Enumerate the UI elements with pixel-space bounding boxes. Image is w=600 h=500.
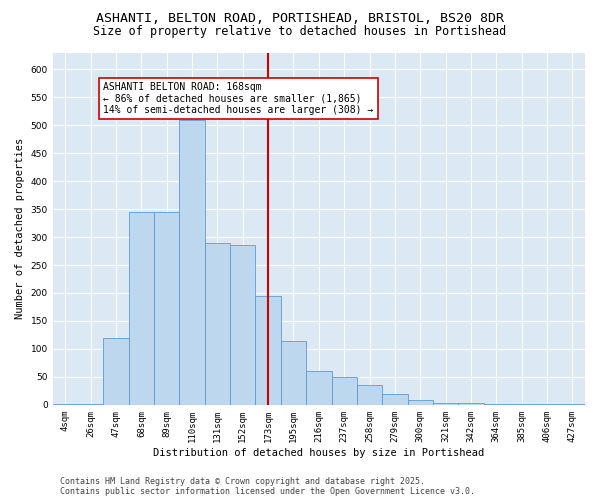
Y-axis label: Number of detached properties: Number of detached properties bbox=[15, 138, 25, 320]
Bar bbox=[382, 394, 407, 405]
Bar bbox=[281, 340, 306, 405]
Text: Size of property relative to detached houses in Portishead: Size of property relative to detached ho… bbox=[94, 25, 506, 38]
X-axis label: Distribution of detached houses by size in Portishead: Distribution of detached houses by size … bbox=[153, 448, 484, 458]
Bar bbox=[78, 404, 103, 405]
Bar bbox=[535, 404, 560, 405]
Text: ASHANTI BELTON ROAD: 168sqm
← 86% of detached houses are smaller (1,865)
14% of : ASHANTI BELTON ROAD: 168sqm ← 86% of det… bbox=[103, 82, 374, 115]
Bar bbox=[129, 212, 154, 405]
Bar bbox=[357, 386, 382, 405]
Bar bbox=[407, 400, 433, 405]
Bar bbox=[458, 403, 484, 405]
Bar bbox=[256, 296, 281, 405]
Bar bbox=[306, 372, 332, 405]
Bar bbox=[230, 246, 256, 405]
Bar bbox=[509, 404, 535, 405]
Bar bbox=[179, 120, 205, 405]
Bar bbox=[433, 402, 458, 405]
Bar bbox=[154, 212, 179, 405]
Bar bbox=[332, 377, 357, 405]
Bar bbox=[560, 404, 585, 405]
Text: ASHANTI, BELTON ROAD, PORTISHEAD, BRISTOL, BS20 8DR: ASHANTI, BELTON ROAD, PORTISHEAD, BRISTO… bbox=[96, 12, 504, 26]
Bar bbox=[53, 404, 78, 405]
Bar bbox=[103, 338, 129, 405]
Bar bbox=[205, 242, 230, 405]
Text: Contains HM Land Registry data © Crown copyright and database right 2025.
Contai: Contains HM Land Registry data © Crown c… bbox=[60, 476, 475, 496]
Bar bbox=[484, 404, 509, 405]
